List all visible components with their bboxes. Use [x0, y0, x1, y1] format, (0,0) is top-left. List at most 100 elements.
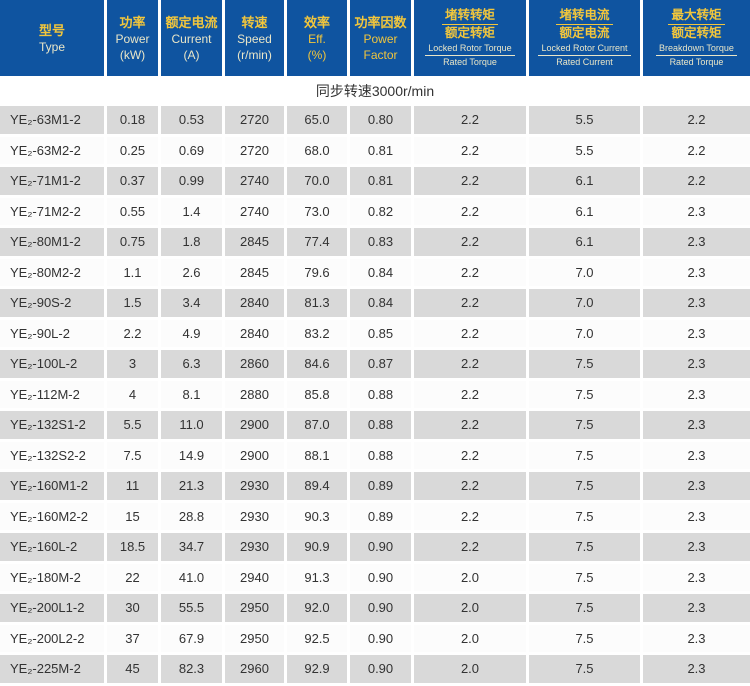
cell-pf: 0.84 [350, 258, 411, 286]
header-en-fraction-numerator: Locked Rotor Current [538, 44, 631, 56]
cell-power: 0.18 [107, 106, 158, 134]
table-row: YE₂-90S-2 1.5 3.4 2840 81.3 0.84 2.2 7.0 2.3 [0, 289, 750, 317]
cell-lrt: 2.0 [414, 624, 526, 652]
table-row: YE₂-225M-2 45 82.3 2960 92.9 0.90 2.0 7.5 2.3 [0, 655, 750, 683]
cell-current: 0.69 [161, 136, 222, 164]
cell-speed: 2845 [225, 258, 284, 286]
cell-type: YE₂-200L1-2 [0, 594, 104, 622]
cell-bt: 2.3 [643, 411, 750, 439]
section-row: 同步转速3000r/min [0, 79, 750, 103]
cell-type: YE₂-63M2-2 [0, 136, 104, 164]
cell-lrt: 2.2 [414, 350, 526, 378]
cell-speed: 2900 [225, 411, 284, 439]
cell-lrt: 2.2 [414, 441, 526, 469]
table-row: YE₂-71M2-2 0.55 1.4 2740 73.0 0.82 2.2 6.1 2.3 [0, 197, 750, 225]
cell-power: 22 [107, 563, 158, 591]
table-row: YE₂-132S2-2 7.5 14.9 2900 88.1 0.88 2.2 7.5 2.3 [0, 441, 750, 469]
cell-lrt: 2.0 [414, 655, 526, 683]
header-en-label: Factor [363, 47, 398, 62]
cell-lrt: 2.2 [414, 289, 526, 317]
cell-lrt: 2.2 [414, 167, 526, 195]
table-row: YE₂-90L-2 2.2 4.9 2840 83.2 0.85 2.2 7.0 2.3 [0, 319, 750, 347]
cell-type: YE₂-225M-2 [0, 655, 104, 683]
cell-bt: 2.3 [643, 563, 750, 591]
header-en-fraction-denominator: Rated Current [556, 57, 613, 67]
cell-bt: 2.3 [643, 289, 750, 317]
cell-eff: 83.2 [287, 319, 347, 347]
column-header-current: 额定电流 Current (A) [161, 0, 222, 76]
cell-power: 1.5 [107, 289, 158, 317]
header-en-label: (kW) [119, 47, 146, 62]
cell-lrc: 7.5 [529, 502, 640, 530]
cell-lrc: 7.5 [529, 411, 640, 439]
header-en-label: (%) [307, 47, 327, 62]
table-row: YE₂-180M-2 22 41.0 2940 91.3 0.90 2.0 7.5 2.3 [0, 563, 750, 591]
cell-lrt: 2.2 [414, 228, 526, 256]
cell-pf: 0.90 [350, 594, 411, 622]
cell-bt: 2.3 [643, 197, 750, 225]
cell-pf: 0.90 [350, 655, 411, 683]
cell-current: 55.5 [161, 594, 222, 622]
cell-pf: 0.81 [350, 167, 411, 195]
cell-power: 4 [107, 380, 158, 408]
cell-current: 0.53 [161, 106, 222, 134]
cell-lrc: 5.5 [529, 106, 640, 134]
table-row: YE₂-200L1-2 30 55.5 2950 92.0 0.90 2.0 7.5 2.3 [0, 594, 750, 622]
cell-lrt: 2.0 [414, 594, 526, 622]
cell-speed: 2900 [225, 441, 284, 469]
cell-power: 0.25 [107, 136, 158, 164]
cell-speed: 2740 [225, 197, 284, 225]
cell-lrc: 7.5 [529, 594, 640, 622]
column-header-speed: 转速 Speed (r/min) [225, 0, 284, 76]
cell-lrc: 7.5 [529, 472, 640, 500]
header-en-label: Power [115, 31, 150, 46]
cell-power: 7.5 [107, 441, 158, 469]
cell-current: 21.3 [161, 472, 222, 500]
cell-speed: 2720 [225, 106, 284, 134]
cell-current: 4.9 [161, 319, 222, 347]
cell-power: 0.75 [107, 228, 158, 256]
cell-eff: 90.9 [287, 533, 347, 561]
cell-eff: 77.4 [287, 228, 347, 256]
cell-eff: 89.4 [287, 472, 347, 500]
cell-pf: 0.88 [350, 441, 411, 469]
cell-power: 37 [107, 624, 158, 652]
column-header-lrt: 堵转转矩 额定转矩 Locked Rotor Torque Rated Torque [414, 0, 526, 76]
cell-pf: 0.82 [350, 197, 411, 225]
cell-power: 2.2 [107, 319, 158, 347]
header-en-label: Power [363, 31, 398, 46]
cell-bt: 2.3 [643, 472, 750, 500]
cell-lrc: 7.5 [529, 655, 640, 683]
table-row: YE₂-112M-2 4 8.1 2880 85.8 0.88 2.2 7.5 2.3 [0, 380, 750, 408]
header-cn-fraction-denominator: 额定转矩 [444, 25, 495, 40]
cell-type: YE₂-90S-2 [0, 289, 104, 317]
cell-pf: 0.88 [350, 380, 411, 408]
table-row: YE₂-160M2-2 15 28.8 2930 90.3 0.89 2.2 7.5 2.3 [0, 502, 750, 530]
cell-bt: 2.3 [643, 624, 750, 652]
cell-current: 11.0 [161, 411, 222, 439]
cell-eff: 81.3 [287, 289, 347, 317]
cell-power: 0.37 [107, 167, 158, 195]
cell-eff: 92.5 [287, 624, 347, 652]
cell-lrc: 7.5 [529, 441, 640, 469]
cell-speed: 2960 [225, 655, 284, 683]
cell-pf: 0.90 [350, 533, 411, 561]
cell-speed: 2930 [225, 502, 284, 530]
cell-bt: 2.2 [643, 136, 750, 164]
header-en-label: Speed [237, 31, 272, 46]
table-row: YE₂-160L-2 18.5 34.7 2930 90.9 0.90 2.2 7.5 2.3 [0, 533, 750, 561]
cell-lrc: 7.5 [529, 533, 640, 561]
table-row: YE₂-100L-2 3 6.3 2860 84.6 0.87 2.2 7.5 2.3 [0, 350, 750, 378]
cell-pf: 0.90 [350, 624, 411, 652]
cell-type: YE₂-160L-2 [0, 533, 104, 561]
cell-type: YE₂-160M2-2 [0, 502, 104, 530]
cell-power: 0.55 [107, 197, 158, 225]
table-header: 型号 Type 功率 Power (kW) 额定电流 Current (A) 转速 Speed (r… [0, 0, 750, 76]
header-cn-fraction: 堵转电流 额定电流 [530, 9, 639, 39]
header-cn-fraction: 最大转矩 额定转矩 [644, 9, 749, 39]
cell-eff: 91.3 [287, 563, 347, 591]
cell-power: 1.1 [107, 258, 158, 286]
cell-speed: 2840 [225, 289, 284, 317]
table-row: YE₂-71M1-2 0.37 0.99 2740 70.0 0.81 2.2 6.1 2.2 [0, 167, 750, 195]
cell-current: 8.1 [161, 380, 222, 408]
